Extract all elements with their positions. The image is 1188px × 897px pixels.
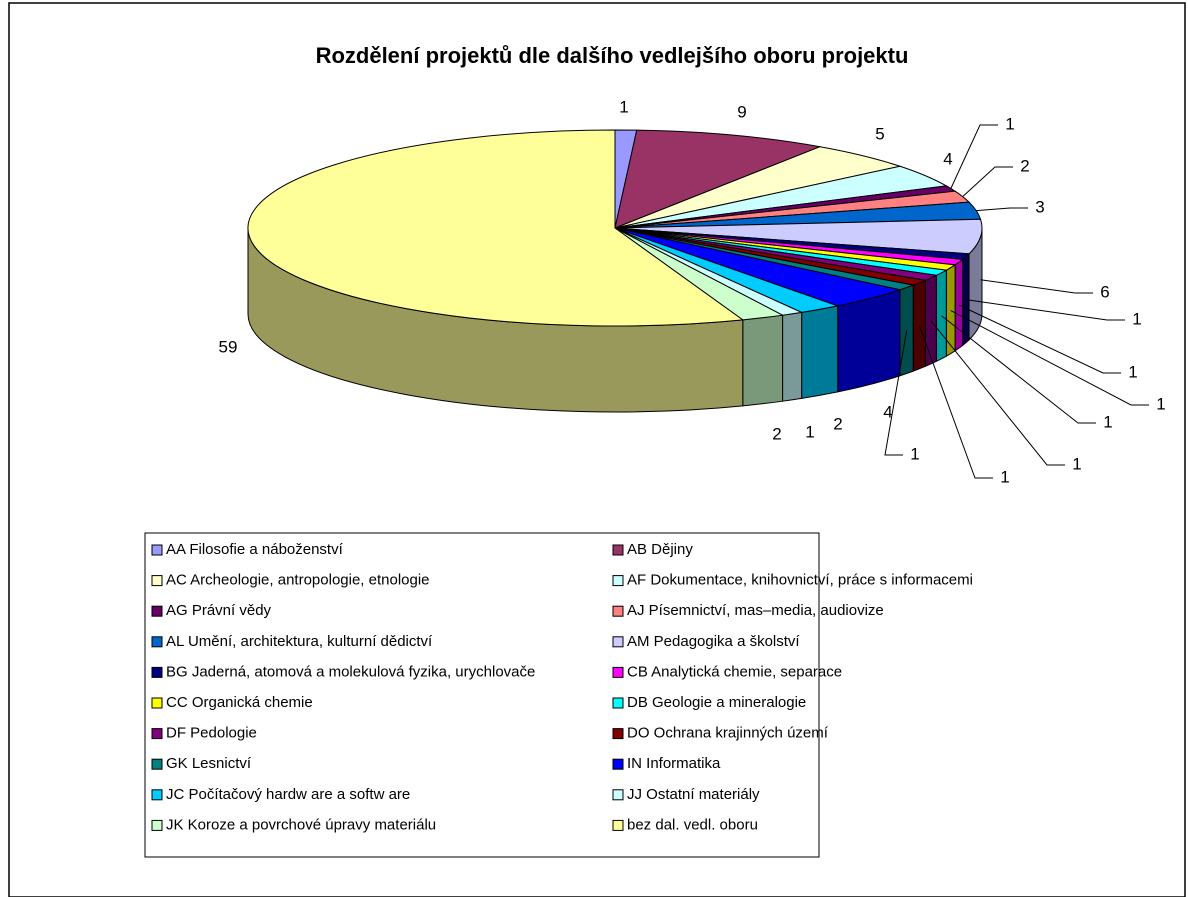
data-label: 6: [1100, 282, 1109, 301]
legend-swatch: [612, 544, 624, 556]
data-label: 2: [833, 414, 842, 433]
leader-line: [965, 299, 1125, 321]
leader-line: [976, 207, 1028, 212]
data-label: 1: [805, 422, 814, 441]
data-label: 1: [1000, 467, 1009, 486]
pie-slice: [247, 129, 745, 327]
pie-side: [935, 269, 947, 363]
data-label: 1: [1156, 394, 1165, 413]
legend-label: CC Organická chemie: [166, 694, 313, 711]
leader-line: [958, 304, 1121, 374]
legend-label: DO Ochrana krajinných území: [627, 725, 829, 742]
legend-swatch: [612, 789, 624, 801]
data-label: 1: [619, 97, 628, 116]
legend-swatch: [151, 636, 163, 648]
legend-swatch: [151, 728, 163, 740]
data-label: 3: [1035, 197, 1044, 216]
legend-swatch: [612, 666, 624, 678]
pie-side: [742, 314, 784, 407]
legend-swatch: [151, 789, 163, 801]
legend-label: AA Filosofie a náboženství: [166, 541, 344, 558]
data-label: 1: [1103, 412, 1112, 431]
data-label: 1: [1005, 114, 1014, 133]
pie-side: [899, 284, 914, 377]
leader-line: [962, 166, 1013, 197]
legend-swatch: [612, 819, 624, 831]
legend-swatch: [612, 697, 624, 709]
legend-label: DB Geologie a mineralogie: [627, 694, 806, 711]
pie-side: [782, 311, 803, 402]
legend-label: BG Jaderná, atomová a molekulová fyzika,…: [166, 663, 535, 680]
pie: [247, 124, 1149, 479]
legend-swatch: [151, 819, 163, 831]
legend-label: CB Analytická chemie, separace: [627, 663, 842, 680]
data-label: 2: [772, 424, 781, 443]
pie-slice: [614, 218, 983, 255]
legend-swatch: [612, 728, 624, 740]
pie-side: [954, 258, 964, 352]
data-label: 5: [875, 124, 884, 143]
pie-side: [924, 274, 937, 368]
legend-label: JJ Ostatní materiály: [627, 786, 760, 803]
pie-side: [837, 289, 901, 393]
legend-label: DF Pedologie: [166, 725, 257, 742]
legend-swatch: [151, 697, 163, 709]
data-label: 59: [219, 337, 238, 356]
legend-swatch: [612, 758, 624, 770]
data-label: 2: [1020, 156, 1029, 175]
data-label: 1: [910, 444, 919, 463]
legend-label: GK Lesnictví: [166, 755, 252, 772]
legend-swatch: [612, 605, 624, 617]
legend-label: AG Právní vědy: [166, 602, 272, 619]
legend-label: AJ Písemnictví, mas–media, audiovize: [627, 602, 884, 619]
legend-swatch: [151, 544, 163, 556]
legend-label: AC Archeologie, antropologie, etnologie: [166, 572, 430, 589]
pie-slice: [614, 129, 822, 229]
chart-title: Rozdělení projektů dle dalšího vedlejšíh…: [316, 43, 909, 68]
data-label: 1: [1072, 454, 1081, 473]
legend-swatch: [151, 758, 163, 770]
legend-label: AM Pedagogika a školství: [627, 633, 800, 650]
legend-label: AB Dějiny: [627, 541, 693, 558]
data-label: 1: [1132, 309, 1141, 328]
pie-side: [801, 305, 839, 399]
leader-line: [941, 315, 1096, 424]
chart-border: [8, 2, 1186, 897]
data-label: 9: [737, 102, 746, 121]
legend-swatch: [612, 575, 624, 587]
leader-line: [950, 310, 1149, 406]
legend-swatch: [151, 605, 163, 617]
pie-side: [945, 263, 956, 357]
pie-side: [912, 279, 926, 372]
legend-swatch: [612, 636, 624, 648]
legend-swatch: [151, 666, 163, 678]
legend-label: JK Koroze a povrchové úpravy materiálu: [166, 816, 436, 833]
leader-line: [930, 320, 1065, 466]
legend-label: JC Počítačový hardw are a softw are: [166, 786, 410, 803]
legend-label: IN Informatika: [627, 755, 721, 772]
leader-line: [950, 124, 998, 189]
legend-swatch: [151, 575, 163, 587]
leader-line: [918, 325, 993, 479]
legend-label: AF Dokumentace, knihovnictví, práce s in…: [627, 572, 973, 589]
data-label: 4: [943, 149, 952, 168]
legend-label: bez dal. vedl. oboru: [627, 816, 758, 833]
legend-label: AL Umění, architektura, kulturní dědictv…: [166, 633, 433, 650]
data-label: 1: [1128, 362, 1137, 381]
data-label: 4: [883, 402, 892, 421]
leader-line: [980, 279, 1093, 294]
leader-line: [884, 330, 908, 456]
legend-box: [144, 532, 820, 858]
